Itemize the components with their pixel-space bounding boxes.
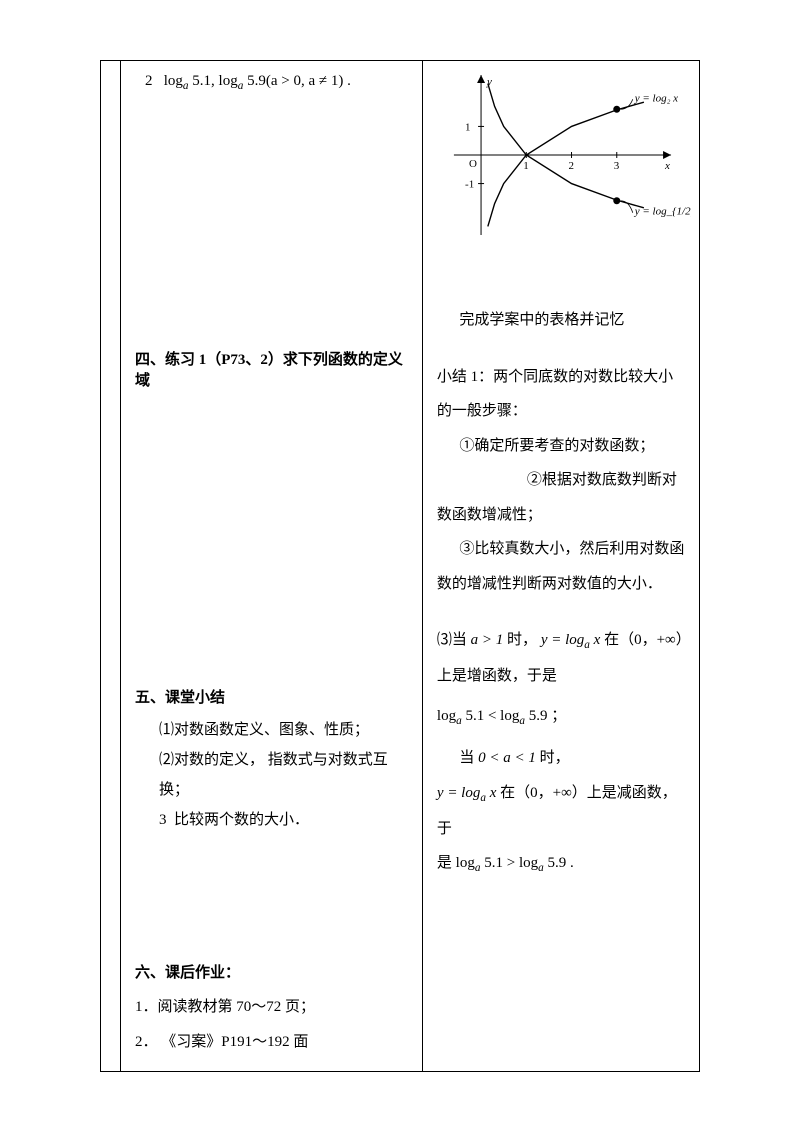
item2-log1: log	[164, 73, 183, 89]
summary1-step3: ③比较真数大小，然后利用对数函数的增减性判断两对数值的大小．	[437, 532, 685, 601]
spine-column	[101, 61, 121, 1071]
log-chart: yxO123-11y = log₂ xy = log_{1/2} x	[431, 65, 691, 245]
summary-1: 小结 1：两个同底数的对数比较大小的一般步骤： ①确定所要考查的对数函数； ②根…	[437, 360, 685, 602]
svg-text:-1: -1	[465, 179, 474, 191]
case3-line1: ⑶当 a > 1 时， y = loga x 在（0，+∞）上是增函数，于是	[437, 623, 685, 693]
case-3: ⑶当 a > 1 时， y = loga x 在（0，+∞）上是增函数，于是 l…	[437, 623, 685, 882]
item2-t1: 5.1, log	[189, 73, 238, 89]
case3-mid2: 时，	[540, 750, 570, 766]
summary1-step1: ①确定所要考查的对数函数；	[437, 429, 685, 464]
svg-text:O: O	[469, 158, 477, 170]
left-column: 2 loga 5.1, loga 5.9(a > 0, a ≠ 1) . 四、练…	[121, 61, 423, 1071]
case3-line3: y = loga x 在（0，+∞）上是减函数，于	[437, 776, 685, 846]
section5-heading: 五、课堂小结	[135, 686, 408, 707]
item2-t2: 5.9(a > 0, a ≠ 1) .	[243, 73, 351, 89]
section6-heading: 六、课后作业：	[135, 961, 408, 982]
case3-cond1: a > 1	[471, 632, 504, 648]
case3-prefix: ⑶当	[437, 632, 467, 648]
svg-text:2: 2	[568, 160, 574, 172]
section-4: 四、练习 1（P73、2）求下列函数的定义域	[135, 348, 408, 390]
page-container: 2 loga 5.1, loga 5.9(a > 0, a ≠ 1) . 四、练…	[100, 60, 700, 1072]
case3-mid1: 时，	[507, 632, 537, 648]
section6-line2: 2． 《习案》P191～192 面	[135, 1025, 408, 1060]
svg-text:1: 1	[465, 121, 471, 133]
case3-is: 是	[437, 855, 456, 871]
section4-heading: 四、练习 1（P73、2）求下列函数的定义域	[135, 348, 408, 390]
svg-text:y = log₂ x: y = log₂ x	[634, 92, 678, 104]
item-2-block: 2 loga 5.1, loga 5.9(a > 0, a ≠ 1) .	[135, 73, 408, 92]
right-column: yxO123-11y = log₂ xy = log_{1/2} x 完成学案中…	[423, 61, 699, 1071]
section5-line3-text: 比较两个数的大小．	[174, 812, 309, 828]
section-5: 五、课堂小结 ⑴对数函数定义、图象、性质； ⑵对数的定义， 指数式与对数式互换；…	[135, 686, 408, 835]
case3-cmp1: loga 5.1 < loga 5.9 ；	[437, 699, 685, 735]
table-note: 完成学案中的表格并记忆	[437, 303, 685, 338]
summary1-step2a: ②根据对数底数判断对数函数增减性；	[437, 463, 685, 532]
summary1-title: 小结 1：两个同底数的对数比较大小的一般步骤：	[437, 360, 685, 429]
case3-cond2: 0 < a < 1	[478, 750, 536, 766]
svg-text:y = log_{1/2} x: y = log_{1/2} x	[634, 206, 691, 218]
section-6: 六、课后作业： 1．阅读教材第 70～72 页； 2． 《习案》P191～192…	[135, 961, 408, 1059]
section5-line3-prefix: 3	[159, 812, 167, 828]
case3-line2: 当 0 < a < 1 时，	[437, 741, 685, 776]
svg-text:1: 1	[523, 160, 529, 172]
case3-when: 当	[459, 750, 478, 766]
section6-line1: 1．阅读教材第 70～72 页；	[135, 990, 408, 1025]
chart-svg: yxO123-11y = log₂ xy = log_{1/2} x	[431, 65, 691, 245]
svg-text:3: 3	[614, 160, 620, 172]
section5-line1: ⑴对数函数定义、图象、性质；	[159, 715, 408, 745]
svg-text:x: x	[664, 160, 670, 172]
case3-func1: y = loga x	[541, 632, 601, 648]
section5-line3: 3 比较两个数的大小．	[159, 805, 408, 835]
item2-prefix: 2	[145, 73, 153, 89]
case3-cmp2: 是 loga 5.1 > loga 5.9 .	[437, 846, 685, 882]
case3-func2: y = loga x	[437, 785, 497, 801]
section5-line2: ⑵对数的定义， 指数式与对数式互换；	[159, 745, 408, 805]
